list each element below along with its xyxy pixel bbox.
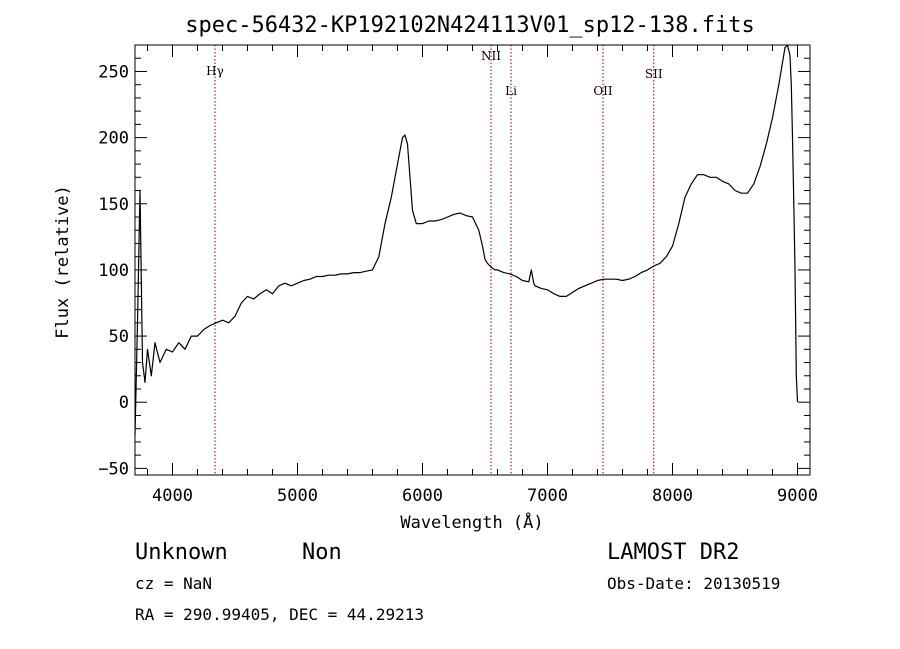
y-tick-label: −50 (98, 459, 129, 479)
chart-title: spec-56432-KP192102N424113V01_sp12-138.f… (185, 13, 755, 38)
cz-readout: cz = NaN (135, 574, 212, 593)
y-axis: −50 0 50 100 150 200 250 (98, 44, 810, 479)
x-tick-label: 4000 (152, 486, 193, 506)
emission-line-label: OII (593, 84, 613, 98)
x-axis-label: Wavelength (Å) (400, 511, 543, 533)
y-tick-label: 0 (119, 393, 129, 413)
survey-label: LAMOST DR2 (607, 540, 739, 565)
x-tick-label: 7000 (527, 486, 568, 506)
subclass-label: Non (302, 540, 342, 565)
emission-line-label: SII (645, 67, 663, 81)
y-tick-label: 100 (98, 261, 129, 281)
x-tick-label: 6000 (402, 486, 443, 506)
coordinates-readout: RA = 290.99405, DEC = 44.29213 (135, 605, 424, 624)
y-tick-label: 250 (98, 62, 129, 82)
emission-line-markers: Hγ NII Li OII SII (206, 45, 663, 475)
y-tick-label: 50 (109, 327, 129, 347)
emission-line-label: NII (481, 49, 501, 63)
x-axis: 4000 5000 6000 7000 8000 9000 (147, 45, 818, 506)
x-tick-label: 8000 (652, 486, 693, 506)
spectrum-line (134, 44, 799, 436)
x-tick-label: 9000 (777, 486, 818, 506)
y-axis-label: Flux (relative) (53, 185, 73, 339)
emission-line-label: Hγ (206, 64, 224, 78)
plot-frame (134, 44, 811, 476)
class-label: Unknown (135, 540, 228, 565)
x-tick-label: 5000 (277, 486, 318, 506)
emission-line-label: Li (505, 84, 517, 98)
y-tick-label: 200 (98, 129, 129, 149)
obs-date-readout: Obs-Date: 20130519 (607, 574, 780, 593)
y-tick-label: 150 (98, 195, 129, 215)
series-layer (134, 44, 799, 436)
